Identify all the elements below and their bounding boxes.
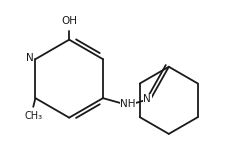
Text: CH₃: CH₃ — [24, 111, 42, 121]
Text: N: N — [144, 94, 151, 104]
Text: NH: NH — [120, 99, 136, 109]
Text: OH: OH — [61, 16, 77, 26]
Text: N: N — [26, 53, 34, 63]
